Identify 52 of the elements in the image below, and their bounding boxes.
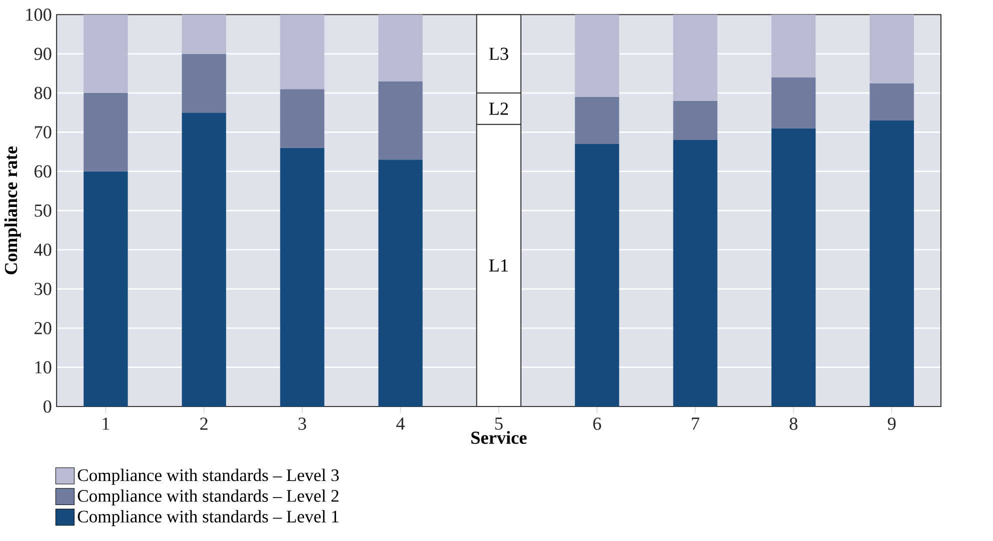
y-tick-label: 60 [34, 165, 52, 178]
bar [84, 92, 128, 172]
y-tick-label: 100 [26, 8, 52, 21]
x-tick-label: 1 [102, 417, 110, 430]
x-tick-label: 7 [692, 417, 700, 430]
bar [280, 88, 324, 148]
y-tick-label: 80 [34, 86, 52, 100]
y-tick-label: 0 [44, 400, 52, 412]
bar [84, 171, 128, 406]
bar [280, 14, 324, 89]
bar [673, 100, 718, 140]
y-tick-label: 10 [35, 360, 52, 374]
x-tick-label: 6 [593, 417, 602, 430]
bar [870, 120, 914, 406]
x-tick-label: 3 [298, 417, 306, 430]
bar [84, 14, 128, 93]
x-tick-label: 8 [790, 417, 798, 430]
y-tick-label: 90 [34, 48, 52, 60]
bar [673, 140, 718, 406]
legend-label: Compliance with standards – Level 2 [78, 489, 338, 506]
bar [574, 96, 620, 144]
bar [182, 14, 226, 54]
x-tick-label: 2 [200, 417, 208, 430]
bar [378, 159, 423, 406]
bar [280, 148, 324, 406]
bar [771, 77, 816, 128]
bar [378, 14, 423, 82]
bar [182, 54, 226, 112]
y-tick-label: 50 [34, 204, 52, 217]
y-axis-title: Compliance rate [4, 146, 21, 274]
bar [771, 128, 816, 406]
bar [870, 14, 914, 84]
x-tick-label: 9 [888, 417, 896, 430]
bar [673, 14, 718, 101]
annotation: L1 [489, 259, 508, 272]
legend-label: Compliance with standards – Level 3 [78, 468, 339, 485]
y-tick-label: 20 [34, 322, 52, 334]
x-axis-title: Service [471, 430, 527, 444]
x-tick-label: 4 [396, 417, 405, 430]
bar [378, 81, 423, 160]
bar [870, 83, 914, 120]
y-tick-label: 30 [34, 282, 52, 295]
y-tick-label: 40 [34, 243, 52, 256]
legend-label: Compliance with standards – Level 1 [78, 510, 338, 526]
bar [771, 14, 816, 78]
bar [182, 112, 226, 406]
y-tick-label: 70 [34, 126, 52, 138]
x-tick-label: 5 [495, 417, 503, 430]
annotation: L3 [489, 48, 508, 60]
annotation: L2 [489, 102, 508, 115]
bar [574, 14, 620, 97]
bar [574, 144, 620, 406]
